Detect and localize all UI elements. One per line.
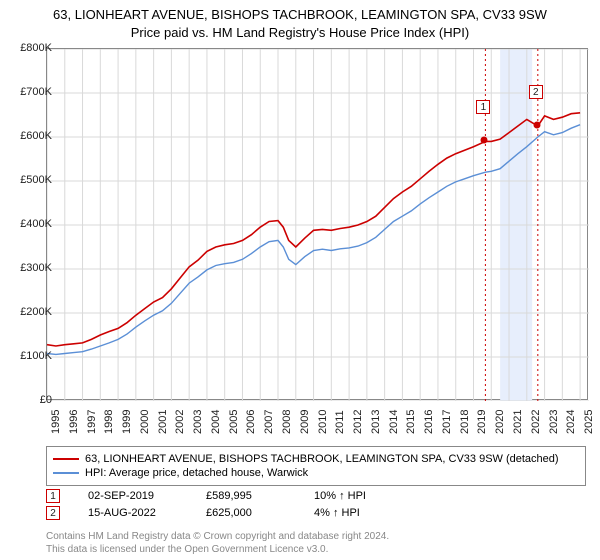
x-tick-label: 2019: [476, 410, 488, 434]
transaction-pct: 10% ↑ HPI: [314, 490, 394, 502]
x-tick-label: 2005: [228, 410, 240, 434]
transaction-marker-2: 2: [46, 506, 60, 520]
x-tick-label: 2010: [317, 410, 329, 434]
legend-label-hpi: HPI: Average price, detached house, Warw…: [85, 467, 308, 479]
x-tick-label: 2020: [494, 410, 506, 434]
x-tick-label: 2002: [174, 410, 186, 434]
x-tick-label: 2021: [512, 410, 524, 434]
chart-container: 63, LIONHEART AVENUE, BISHOPS TACHBROOK,…: [0, 0, 600, 560]
x-tick-label: 2008: [281, 410, 293, 434]
x-tick-label: 1996: [68, 410, 80, 434]
x-tick-label: 1999: [121, 410, 133, 434]
transaction-pct: 4% ↑ HPI: [314, 507, 394, 519]
transaction-marker-on-chart: 2: [529, 85, 543, 99]
x-tick-label: 2009: [299, 410, 311, 434]
transaction-marker-1: 1: [46, 489, 60, 503]
x-tick-label: 2024: [565, 410, 577, 434]
x-tick-label: 2025: [583, 410, 595, 434]
x-tick-label: 2003: [192, 410, 204, 434]
y-tick-label: £600K: [20, 130, 52, 142]
x-tick-label: 2018: [459, 410, 471, 434]
x-tick-label: 2013: [370, 410, 382, 434]
x-tick-label: 2001: [157, 410, 169, 434]
chart-title: 63, LIONHEART AVENUE, BISHOPS TACHBROOK,…: [0, 0, 600, 41]
transaction-table: 1 02-SEP-2019 £589,995 10% ↑ HPI 2 15-AU…: [46, 486, 586, 523]
y-tick-label: £700K: [20, 86, 52, 98]
x-tick-label: 2017: [441, 410, 453, 434]
footer-line1: Contains HM Land Registry data © Crown c…: [46, 530, 389, 543]
x-tick-label: 2016: [423, 410, 435, 434]
x-tick-label: 2004: [210, 410, 222, 434]
title-line1: 63, LIONHEART AVENUE, BISHOPS TACHBROOK,…: [0, 6, 600, 24]
y-tick-label: £500K: [20, 174, 52, 186]
y-tick-label: £0: [40, 394, 52, 406]
legend-item-hpi: HPI: Average price, detached house, Warw…: [53, 467, 579, 479]
transaction-marker-on-chart: 1: [476, 100, 490, 114]
x-tick-label: 2007: [263, 410, 275, 434]
plot-region: [46, 48, 588, 400]
legend: 63, LIONHEART AVENUE, BISHOPS TACHBROOK,…: [46, 446, 586, 486]
transaction-date: 15-AUG-2022: [88, 507, 178, 519]
y-tick-label: £300K: [20, 262, 52, 274]
footer-line2: This data is licensed under the Open Gov…: [46, 543, 389, 556]
transaction-dot: [533, 122, 540, 129]
transaction-price: £589,995: [206, 490, 286, 502]
y-tick-label: £400K: [20, 218, 52, 230]
legend-label-property: 63, LIONHEART AVENUE, BISHOPS TACHBROOK,…: [85, 453, 559, 465]
legend-swatch-property: [53, 458, 79, 460]
y-tick-label: £800K: [20, 42, 52, 54]
x-tick-label: 2022: [530, 410, 542, 434]
legend-swatch-hpi: [53, 472, 79, 474]
x-tick-label: 2011: [334, 410, 346, 434]
footer: Contains HM Land Registry data © Crown c…: [46, 530, 389, 556]
x-tick-label: 2014: [388, 410, 400, 434]
transaction-date: 02-SEP-2019: [88, 490, 178, 502]
x-tick-label: 2015: [405, 410, 417, 434]
transaction-price: £625,000: [206, 507, 286, 519]
x-tick-label: 2023: [548, 410, 560, 434]
transaction-dot: [481, 137, 488, 144]
chart-area: 12: [46, 48, 588, 400]
legend-item-property: 63, LIONHEART AVENUE, BISHOPS TACHBROOK,…: [53, 453, 579, 465]
y-tick-label: £100K: [20, 350, 52, 362]
x-tick-label: 1995: [50, 410, 62, 434]
transaction-row: 1 02-SEP-2019 £589,995 10% ↑ HPI: [46, 489, 586, 503]
x-tick-label: 2000: [139, 410, 151, 434]
x-tick-label: 1998: [103, 410, 115, 434]
x-tick-label: 1997: [86, 410, 98, 434]
x-tick-label: 2012: [352, 410, 364, 434]
plot-svg: [47, 49, 589, 401]
x-tick-label: 2006: [245, 410, 257, 434]
title-line2: Price paid vs. HM Land Registry's House …: [0, 24, 600, 42]
y-tick-label: £200K: [20, 306, 52, 318]
transaction-row: 2 15-AUG-2022 £625,000 4% ↑ HPI: [46, 506, 586, 520]
